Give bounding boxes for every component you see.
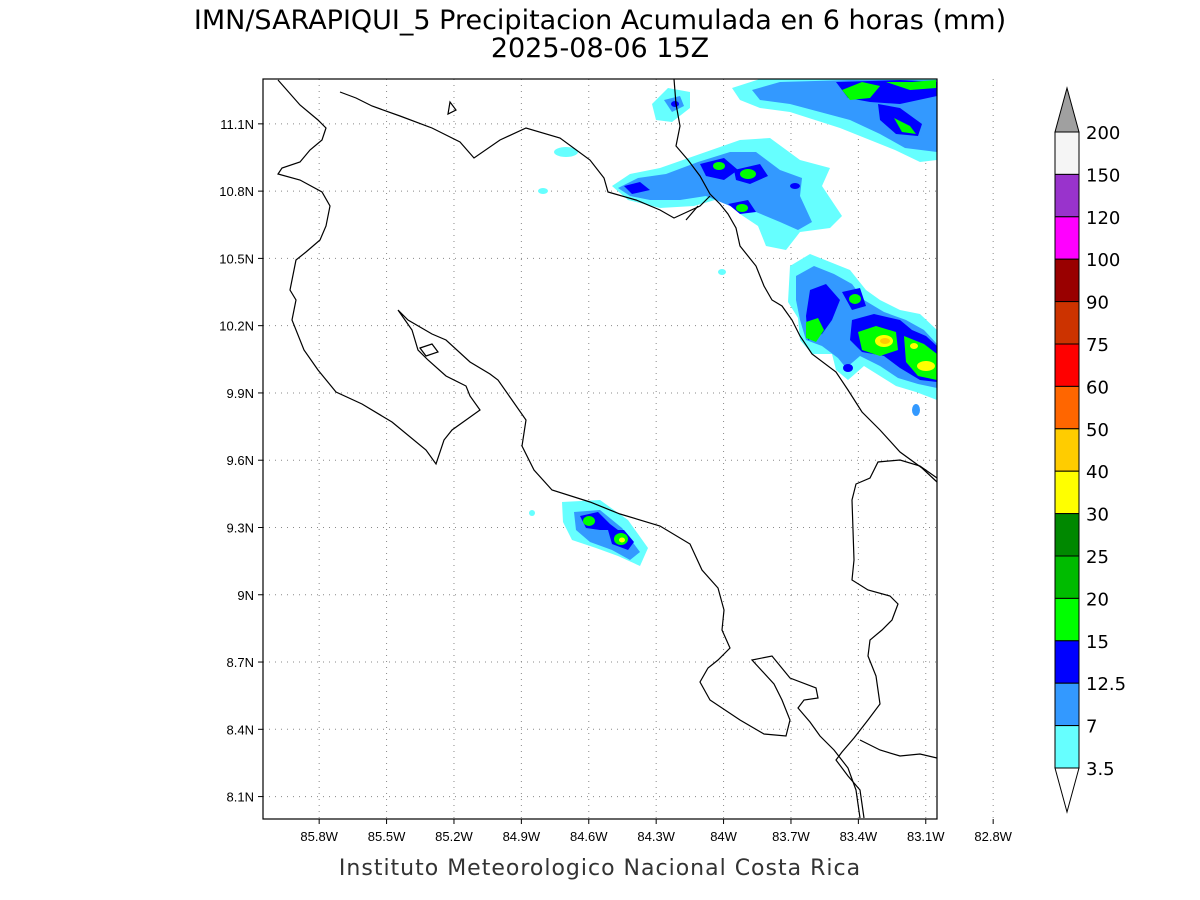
colorbar-label: 15 [1086,632,1109,653]
map-timestamp: 2025-08-06 15Z [490,33,710,64]
x-tick-label: 83.4W [840,829,878,844]
precip-cell-north [652,79,937,162]
colorbar-swatch [1054,343,1080,387]
colorbar-top-arrow [1054,86,1080,133]
y-tick-label: 8.1N [227,790,254,805]
x-tick-label: 85.2W [435,829,473,844]
x-tick-label: 84.3W [637,829,675,844]
colorbar-label: 40 [1086,462,1109,483]
map-title: IMN/SARAPIQUI_5 Precipitacion Acumulada … [193,5,1007,36]
x-tick-label: 83.7W [772,829,810,844]
y-tick-label: 9.6N [227,453,254,468]
x-axis: 85.8W 85.5W 85.2W 84.9W 84.6W 84.3W 84W 83.7W 83… [300,819,1013,844]
y-tick-label: 10.8N [219,184,254,199]
x-tick-label: 84W [710,829,737,844]
colorbar-swatch [1054,385,1080,430]
colorbar-swatch [1054,131,1080,175]
x-tick-label: 84.6W [570,829,608,844]
colorbar-label: 50 [1086,420,1109,441]
colorbar-label: 25 [1086,547,1109,568]
colorbar: 200 150 120 100 90 75 60 50 40 30 25 20 15 12.5 7 3.5 [1054,86,1126,814]
precip-cell-northeast [612,138,842,250]
y-tick-label: 10.5N [219,251,254,266]
colorbar-swatch [1054,301,1080,345]
panama-border [835,459,937,819]
footer-credit: Instituto Meteorologico Nacional Costa R… [338,856,862,881]
y-tick-label: 9N [237,588,254,603]
x-tick-label: 84.9W [503,829,541,844]
precip-speck [538,188,548,194]
colorbar-label: 7 [1086,717,1097,738]
precip-speck [718,269,726,275]
colorbar-label: 3.5 [1086,759,1115,780]
nicoya-island [419,343,439,357]
colorbar-swatch [1054,258,1080,303]
colorbar-swatch [1054,216,1080,260]
colorbar-swatch [1054,640,1080,684]
colorbar-label: 120 [1086,208,1120,229]
colorbar-swatch [1054,428,1080,472]
y-tick-label: 10.2N [219,319,254,334]
colorbar-label: 200 [1086,123,1120,144]
colorbar-swatch [1054,470,1080,515]
precipitation-areas [529,79,937,566]
precip-cell-caribbean [788,254,937,416]
x-tick-label: 85.8W [300,829,338,844]
colorbar-swatch [1054,173,1080,218]
colorbar-swatch [1054,725,1080,769]
colorbar-label: 100 [1086,250,1120,271]
precip-speck [529,510,535,516]
pacific-coastline [277,79,861,819]
y-tick-label: 8.7N [227,655,254,670]
colorbar-label: 12.5 [1086,674,1126,695]
colorbar-label: 60 [1086,377,1109,398]
colorbar-swatch [1054,555,1080,599]
precip-speck [554,147,578,157]
x-tick-label: 82.8W [974,829,1012,844]
y-tick-label: 9.9N [227,386,254,401]
lake-island [447,100,457,116]
nicaragua-border [339,91,711,219]
coastlines-and-borders [277,79,937,819]
colorbar-label: 150 [1086,165,1120,186]
colorbar-swatch [1054,513,1080,557]
y-tick-label: 11.1N [220,117,254,132]
x-tick-label: 83.1W [907,829,945,844]
lake-coastline [685,205,699,221]
y-tick-label: 9.3N [227,520,254,535]
y-tick-label: 8.4N [227,722,254,737]
colorbar-label: 20 [1086,589,1109,610]
colorbar-swatch [1054,597,1080,642]
colorbar-label: 75 [1086,335,1109,356]
colorbar-label: 90 [1086,293,1109,314]
colorbar-bottom-arrow [1054,767,1080,814]
precip-cell-pacific [562,500,648,566]
y-axis: 11.1N 10.8N 10.5N 10.2N 9.9N 9.6N 9.3N 9N 8.7N 8.… [219,117,263,805]
panama-coastline [859,739,937,759]
x-tick-label: 85.5W [368,829,406,844]
colorbar-label: 30 [1086,505,1109,526]
caribbean-coastline [673,79,937,483]
map-frame [262,78,938,820]
colorbar-swatch [1054,682,1080,727]
